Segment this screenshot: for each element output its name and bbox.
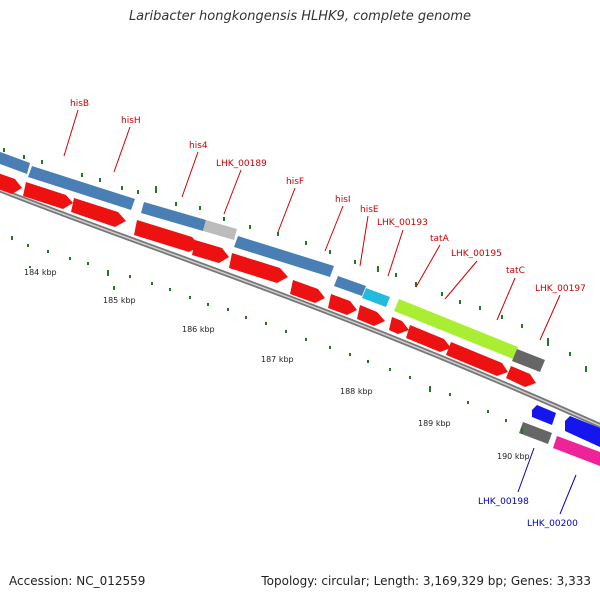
gene-arrow-rev-1[interactable] xyxy=(532,405,556,425)
scale-label-184kbp: 184 kbp xyxy=(24,268,57,277)
gene-block-hisI[interactable] xyxy=(334,276,366,296)
gene-arrow-7[interactable] xyxy=(290,280,325,303)
gene-block-LHK_00198[interactable] xyxy=(519,422,552,444)
gene-arrow-10[interactable] xyxy=(389,317,409,334)
gene-arrow-5[interactable] xyxy=(192,240,229,263)
gene-label-hisF[interactable]: hisF xyxy=(286,177,304,187)
gene-arrow-rev-2[interactable] xyxy=(565,416,600,447)
gene-block-tatC[interactable] xyxy=(512,349,545,372)
forward-gene-labels: hisB hisH his4 LHK_00189 hisF hisI hisE … xyxy=(70,99,586,294)
gene-block-his4[interactable] xyxy=(141,202,206,231)
gene-arrow-2[interactable] xyxy=(23,182,73,209)
gene-label-LHK_00195[interactable]: LHK_00195 xyxy=(451,249,502,259)
gene-arrow-4[interactable] xyxy=(134,220,200,252)
gene-block-hisE[interactable] xyxy=(362,288,390,307)
gene-label-LHK_00197[interactable]: LHK_00197 xyxy=(535,284,586,294)
forward-callout-lines xyxy=(63,109,561,341)
gene-arrow-13[interactable] xyxy=(506,366,536,387)
gene-block-hisF[interactable] xyxy=(234,236,334,277)
gene-label-hisE[interactable]: hisE xyxy=(360,205,379,215)
outer-scale-ring xyxy=(3,148,587,372)
scale-label-185kbp: 185 kbp xyxy=(103,296,136,305)
gene-block-LHK_00189[interactable] xyxy=(203,220,237,240)
gene-arrow-11[interactable] xyxy=(406,325,451,352)
gene-arrow-8[interactable] xyxy=(328,294,357,315)
feature-track-lower xyxy=(0,172,536,387)
reverse-gene-labels: LHK_00198 LHK_00200 xyxy=(478,497,578,529)
map-title: Laribacter hongkongensis HLHK9, complete… xyxy=(128,9,472,24)
feature-track-reverse xyxy=(519,405,600,466)
genome-stats-label: Topology: circular; Length: 3,169,329 bp… xyxy=(261,574,591,588)
gene-label-hisH[interactable]: hisH xyxy=(121,116,141,126)
gene-label-hisI[interactable]: hisI xyxy=(335,195,351,205)
scale-labels: 184 kbp 185 kbp 186 kbp 187 kbp 188 kbp … xyxy=(24,268,530,461)
scale-label-187kbp: 187 kbp xyxy=(261,355,294,364)
accession-label: Accession: NC_012559 xyxy=(9,574,146,588)
gene-label-his4[interactable]: his4 xyxy=(189,141,208,151)
genome-backbone xyxy=(0,187,600,429)
gene-label-LHK_00198[interactable]: LHK_00198 xyxy=(478,497,529,507)
genome-backbone-highlight xyxy=(0,189,600,427)
gene-label-LHK_00200[interactable]: LHK_00200 xyxy=(527,519,578,529)
gene-arrow-3[interactable] xyxy=(71,198,126,227)
gene-arrow-6[interactable] xyxy=(229,253,288,283)
gene-block-LHK_00200[interactable] xyxy=(553,436,600,466)
gene-label-LHK_00193[interactable]: LHK_00193 xyxy=(377,218,428,228)
gene-label-tatA[interactable]: tatA xyxy=(430,234,450,244)
gene-arrow-9[interactable] xyxy=(357,305,385,326)
reverse-callout-lines xyxy=(517,447,577,515)
scale-label-189kbp: 189 kbp xyxy=(418,419,451,428)
gene-arrow-1[interactable] xyxy=(0,172,22,194)
gene-arrow-12[interactable] xyxy=(446,342,508,376)
feature-track-upper xyxy=(0,150,545,372)
scale-label-186kbp: 186 kbp xyxy=(182,325,215,334)
scale-label-190kbp: 190 kbp xyxy=(497,452,530,461)
scale-label-188kbp: 188 kbp xyxy=(340,387,373,396)
gene-block-tatA[interactable] xyxy=(394,299,518,359)
inner-scale-ring xyxy=(11,236,523,434)
gene-label-tatC[interactable]: tatC xyxy=(506,266,525,276)
gene-block-hisH[interactable] xyxy=(28,166,135,210)
gene-block-hisB[interactable] xyxy=(0,150,30,174)
gene-label-LHK_00189[interactable]: LHK_00189 xyxy=(216,159,267,169)
gene-label-hisB[interactable]: hisB xyxy=(70,99,89,109)
